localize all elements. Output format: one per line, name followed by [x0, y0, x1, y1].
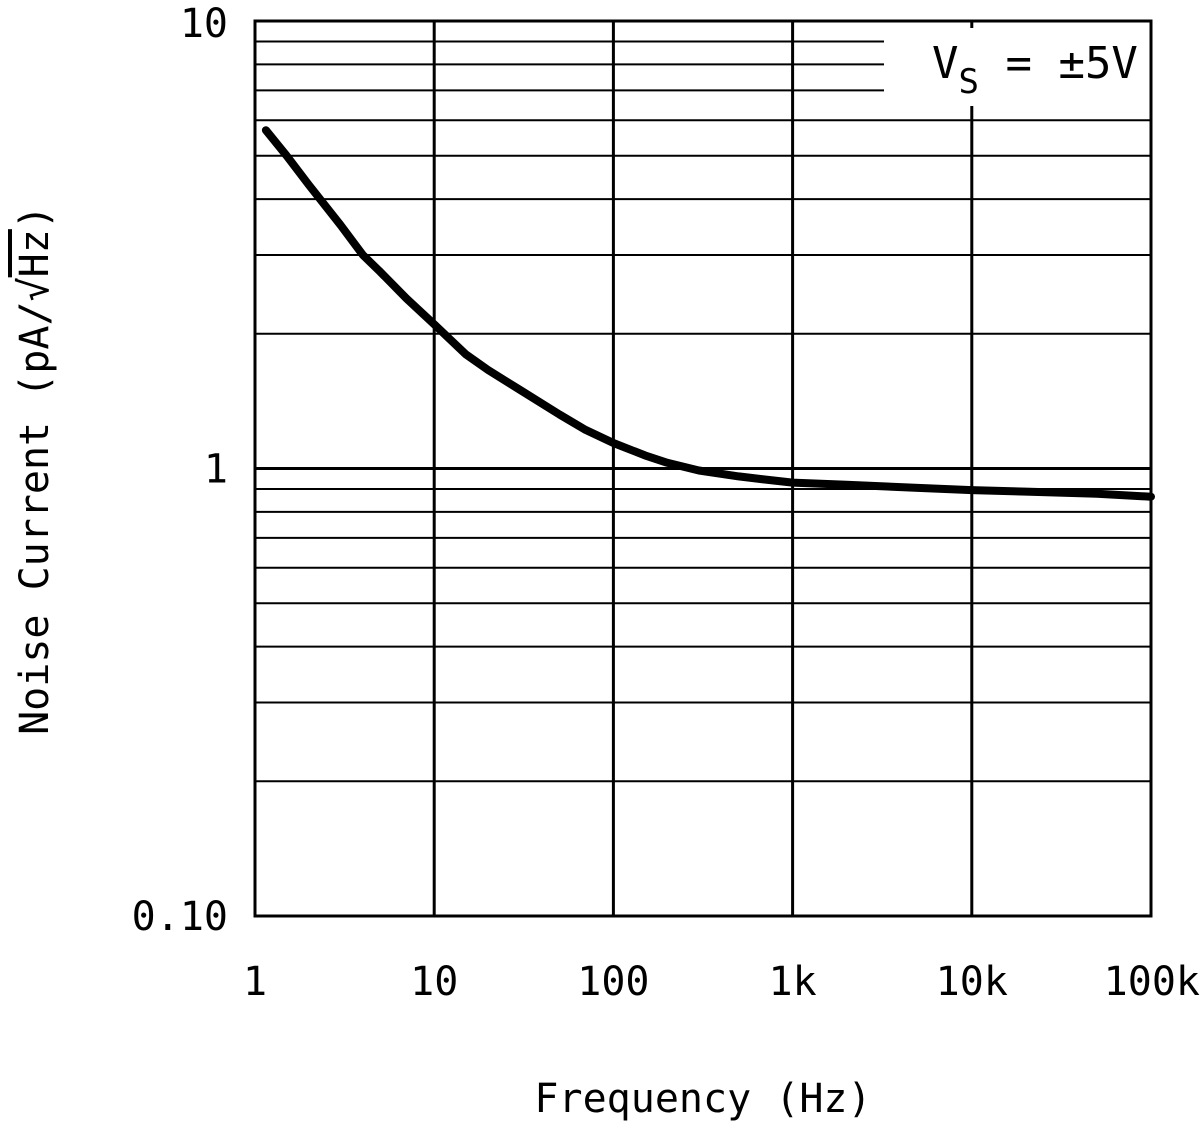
y-tick-labels: 0.10 1 10 [132, 1, 228, 940]
x-tick-label: 1k [769, 959, 817, 1005]
plot-frame [253, 19, 1153, 918]
sqrt-symbol: √ [12, 277, 58, 301]
x-tick-label: 1 [243, 959, 267, 1005]
x-tick-label: 100 [577, 959, 649, 1005]
x-tick-label: 10k [936, 959, 1008, 1005]
x-tick-labels: 1 10 100 1k 10k 100k [243, 959, 1200, 1005]
y-axis-title: Noise Current (pA/√Hz) [12, 205, 58, 735]
annotation-background [884, 28, 1150, 106]
x-axis-title: Frequency (Hz) [534, 1076, 871, 1122]
x-tick-label: 10 [410, 959, 458, 1005]
annotation-supply-voltage: VS = ±5V [932, 38, 1138, 102]
x-tick-label: 100k [1104, 959, 1200, 1005]
y-tick-label: 1 [204, 447, 228, 493]
y-tick-label: 10 [180, 1, 228, 47]
y-axis-title-text: Noise Current (pA/√Hz) [12, 205, 58, 735]
minor-grid [255, 40, 1151, 783]
noise-current-curve [261, 126, 1155, 501]
y-tick-label: 0.10 [132, 894, 228, 940]
y-axis-radicand: Hz [12, 229, 58, 277]
